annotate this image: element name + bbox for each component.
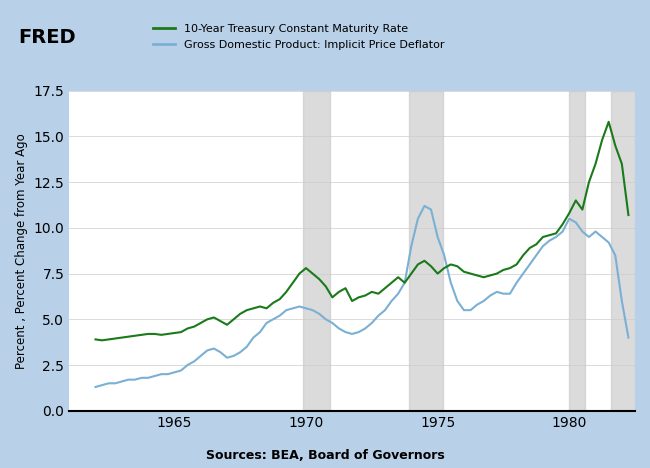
Bar bbox=[611, 91, 635, 411]
Bar bbox=[569, 91, 585, 411]
Legend: 10-Year Treasury Constant Maturity Rate, Gross Domestic Product: Implicit Price : 10-Year Treasury Constant Maturity Rate,… bbox=[149, 20, 449, 54]
Text: Sources: BEA, Board of Governors: Sources: BEA, Board of Governors bbox=[205, 449, 445, 461]
Y-axis label: Percent , Percent Change from Year Ago: Percent , Percent Change from Year Ago bbox=[15, 133, 28, 369]
Text: FRED: FRED bbox=[18, 28, 75, 47]
Bar bbox=[409, 91, 443, 411]
Bar bbox=[304, 91, 330, 411]
